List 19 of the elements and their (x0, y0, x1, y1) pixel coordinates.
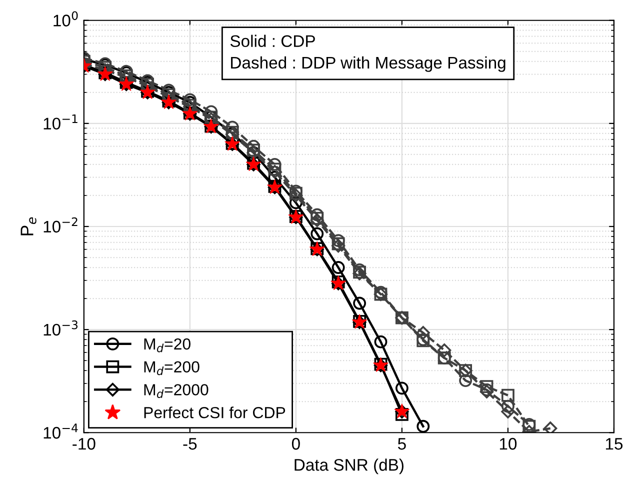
x-tick-label: 5 (398, 438, 406, 450)
y-tick-label: 10$^{−3}$ (44, 320, 78, 336)
annotation: Dashed : DDP with Message Passing (231, 56, 506, 72)
legend-label: M$_{d}$=200 (144, 361, 200, 376)
x-tick-label: 15 (606, 438, 623, 450)
x-tick-label: 10 (500, 438, 517, 450)
y-tick-label: 10$^{−2}$ (44, 217, 78, 233)
y-tick-label: 10$^{−4}$ (44, 424, 78, 439)
legend-label: M$_{d}$=2000 (144, 384, 208, 398)
x-tick-label: -10 (72, 438, 96, 450)
annotation: Solid : CDP (230, 34, 315, 48)
y-axis-title: P$_{e}$ (20, 217, 36, 236)
x-tick-label: 0 (292, 438, 300, 450)
y-tick-label: 10$^{0}$ (54, 11, 78, 26)
legend-label: M$_{d}$=20 (144, 338, 190, 352)
x-axis-title: Data SNR (dB) (294, 458, 404, 474)
y-tick-label: 10$^{−1}$ (44, 114, 78, 130)
legend-label: Perfect CSI for CDP (144, 406, 286, 418)
x-tick-label: -5 (183, 438, 197, 450)
